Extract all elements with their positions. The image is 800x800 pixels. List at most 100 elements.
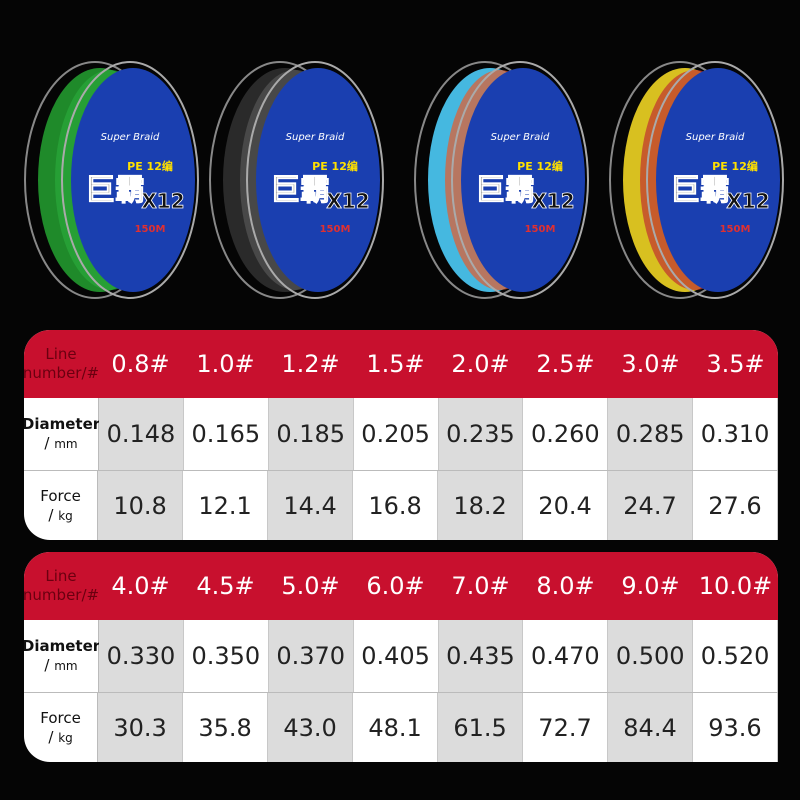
x12-label: X12 xyxy=(531,189,574,213)
line-number-row-cell: 1.5# xyxy=(366,350,425,378)
pe-label: PE 12编 xyxy=(712,159,758,173)
force-row-cell: 27.6 xyxy=(693,471,778,540)
diameter-row-cell: 0.260 xyxy=(523,398,609,470)
spool-green: Super Braid 巨霸 PE 12编 X12 150M xyxy=(24,61,199,299)
diameter-row-cell: 0.285 xyxy=(608,398,694,470)
label-kg: kg xyxy=(58,730,73,745)
diameter-row-cell: 0.165 xyxy=(184,398,269,470)
force-row-cell: 18.2 xyxy=(438,471,524,540)
spool-black: Super Braid 巨霸 PE 12编 X12 150M xyxy=(209,61,384,299)
line-number-row-cell: 2.5# xyxy=(536,350,595,378)
brand-cn: 巨霸 xyxy=(85,173,145,208)
spec-table-2: Line number/# 4.0# 4.5# 5.0# 6.0# 7.0# 8.0# 9.0#… xyxy=(24,552,778,762)
line-number-row: Line number/# 0.8# 1.0# 1.2# 1.5# 2.0# 2.5# 3.0#… xyxy=(24,330,778,398)
force-row-cell: 84.4 xyxy=(608,693,693,762)
line-number-row-cell: 10.0# xyxy=(698,572,773,600)
line-number-row-cell: 5.0# xyxy=(281,572,340,600)
label-mm: mm xyxy=(54,658,78,673)
force-row-cell: 48.1 xyxy=(353,693,439,762)
spec-table-1: Line number/# 0.8# 1.0# 1.2# 1.5# 2.0# 2.5# 3.0#… xyxy=(24,330,778,540)
brand-cn: 巨霸 xyxy=(670,173,730,208)
force-row-cell: 72.7 xyxy=(523,693,609,762)
diameter-row-cell: 0.370 xyxy=(268,620,354,692)
diameter-row-cell: 0.235 xyxy=(438,398,524,470)
force-row-cell: 35.8 xyxy=(183,693,269,762)
diameter-row: Diameter / mm 0.330 0.350 0.370 0.405 0.435 0.4… xyxy=(24,620,778,693)
line-number-row-cell: 9.0# xyxy=(621,572,680,600)
length-label: 150M xyxy=(135,224,166,235)
x12-label: X12 xyxy=(326,189,369,213)
force-row-cell: 43.0 xyxy=(268,693,354,762)
diameter-row-cell: 0.500 xyxy=(608,620,694,692)
diameter-label: Diameter / mm xyxy=(24,620,101,692)
line-number-row-cell: 1.0# xyxy=(196,350,255,378)
line-number-row-cell: 7.0# xyxy=(451,572,510,600)
x12-label: X12 xyxy=(141,189,184,213)
force-label: Force / kg xyxy=(24,693,99,762)
brand-cn: 巨霸 xyxy=(475,173,535,208)
diameter-row-cell: 0.405 xyxy=(354,620,439,692)
force-row-cell: 10.8 xyxy=(98,471,184,540)
label-force: Force xyxy=(40,708,81,727)
line-number-label: Line number/# xyxy=(24,330,100,398)
label-line: Line xyxy=(45,567,77,585)
force-row-cell: 14.4 xyxy=(268,471,354,540)
label-number: number/# xyxy=(24,586,100,604)
force-row-cell: 93.6 xyxy=(693,693,778,762)
diameter-row-cell: 0.148 xyxy=(99,398,184,470)
diameter-row-cell: 0.350 xyxy=(184,620,269,692)
label-force: Force xyxy=(40,486,81,505)
label-slash: / xyxy=(48,727,54,746)
spools-illustration: Super Braid 巨霸 PE 12编 X12 150M Super Bra… xyxy=(24,61,784,299)
diameter-row-cell: 0.435 xyxy=(438,620,524,692)
label-diameter: Diameter xyxy=(24,636,101,655)
brand-cn: 巨霸 xyxy=(270,173,330,208)
line-number-row-cell: 4.5# xyxy=(196,572,255,600)
label-mm: mm xyxy=(54,436,78,451)
x12-label: X12 xyxy=(726,189,769,213)
brand-en: Super Braid xyxy=(686,132,745,143)
label-diameter: Diameter xyxy=(24,414,101,433)
line-number-row-cell: 0.8# xyxy=(111,350,170,378)
diameter-row-cell: 0.185 xyxy=(268,398,354,470)
line-number-row-cell: 8.0# xyxy=(536,572,595,600)
force-row-cell: 30.3 xyxy=(98,693,184,762)
pe-label: PE 12编 xyxy=(127,159,173,173)
force-row: Force / kg 30.3 35.8 43.0 48.1 61.5 72.7 84.4 93.… xyxy=(24,693,778,762)
force-row: Force / kg 10.8 12.1 14.4 16.8 18.2 20.4 24.7 27.… xyxy=(24,471,778,540)
diameter-row-cell: 0.330 xyxy=(99,620,184,692)
length-label: 150M xyxy=(320,224,351,235)
diameter-row-cell: 0.205 xyxy=(354,398,439,470)
brand-en: Super Braid xyxy=(101,132,160,143)
line-number-label: Line number/# xyxy=(24,552,100,620)
line-number-row-cell: 3.5# xyxy=(706,350,765,378)
force-row-cell: 16.8 xyxy=(353,471,439,540)
length-label: 150M xyxy=(525,224,556,235)
length-label: 150M xyxy=(720,224,751,235)
spool-multicolor-blue-orange: Super Braid 巨霸 PE 12编 X12 150M xyxy=(414,61,589,299)
label-line: Line xyxy=(45,345,77,363)
diameter-label: Diameter / mm xyxy=(24,398,101,470)
force-row-cell: 12.1 xyxy=(183,471,269,540)
pe-label: PE 12编 xyxy=(312,159,358,173)
line-number-row-cell: 1.2# xyxy=(281,350,340,378)
force-row-cell: 61.5 xyxy=(438,693,524,762)
diameter-row-cell: 0.520 xyxy=(693,620,778,692)
label-kg: kg xyxy=(58,508,73,523)
label-slash: / xyxy=(44,433,50,452)
line-number-row-cell: 6.0# xyxy=(366,572,425,600)
line-number-row-cell: 4.0# xyxy=(111,572,170,600)
brand-en: Super Braid xyxy=(491,132,550,143)
line-number-row-cell: 2.0# xyxy=(451,350,510,378)
diameter-row: Diameter / mm 0.148 0.165 0.185 0.205 0.235 0.2… xyxy=(24,398,778,471)
line-number-row-cell: 3.0# xyxy=(621,350,680,378)
label-number: number/# xyxy=(24,364,100,382)
spool-multicolor: Super Braid 巨霸 PE 12编 X12 150M xyxy=(609,61,784,299)
diameter-row-cell: 0.470 xyxy=(523,620,609,692)
force-row-cell: 24.7 xyxy=(608,471,693,540)
brand-en: Super Braid xyxy=(286,132,345,143)
line-number-row: Line number/# 4.0# 4.5# 5.0# 6.0# 7.0# 8.0# 9.0#… xyxy=(24,552,778,620)
pe-label: PE 12编 xyxy=(517,159,563,173)
label-slash: / xyxy=(48,505,54,524)
